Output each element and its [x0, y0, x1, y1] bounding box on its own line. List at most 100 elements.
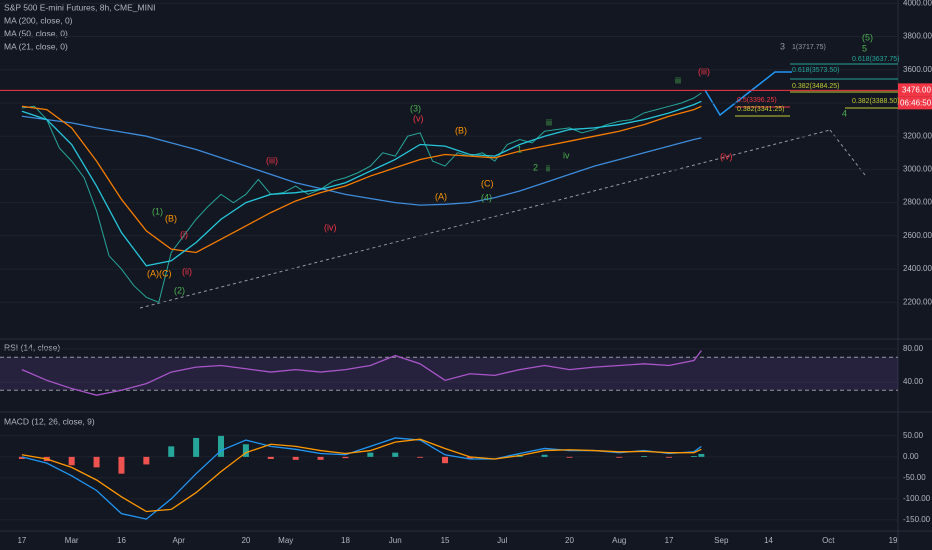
histogram-bar	[466, 456, 473, 459]
y-tick-label: 50.00	[903, 431, 924, 440]
panel-title: RSI (14, close)	[4, 342, 60, 352]
annotation: iii	[546, 117, 552, 127]
x-tick-label: 18	[341, 536, 350, 545]
annotation: 0.618(3637.75)	[852, 56, 899, 63]
annotation: 3	[780, 41, 785, 51]
histogram-bar	[641, 456, 648, 457]
histogram-bar	[690, 456, 697, 457]
annotation: (B)	[455, 125, 467, 135]
histogram-bar	[417, 456, 424, 458]
annotation: (iii)	[698, 66, 710, 76]
y-tick-label: -150.00	[903, 515, 931, 524]
histogram-bar	[566, 456, 573, 458]
series-line	[21, 100, 702, 267]
annotation: (i)	[180, 229, 188, 239]
histogram-bar	[342, 456, 349, 459]
annotation: 0.382(3484.25)	[792, 83, 839, 90]
histogram-bar	[218, 435, 225, 457]
x-tick-label: Jun	[389, 536, 402, 545]
x-tick-label: 17	[17, 536, 26, 545]
y-tick-label: 2600.00	[903, 231, 932, 240]
x-tick-label: Oct	[822, 536, 835, 545]
x-tick-label: 19	[889, 536, 898, 545]
histogram-bar	[698, 453, 705, 457]
y-tick-label: 4000.00	[903, 0, 932, 7]
annotation: 1	[517, 144, 522, 154]
y-tick-label: -100.00	[903, 494, 931, 503]
series-line	[21, 438, 702, 513]
histogram-bar	[18, 456, 25, 459]
histogram-bar	[267, 456, 274, 459]
y-tick-label: 0.00	[903, 452, 919, 461]
histogram-bar	[392, 452, 399, 457]
annotation: 0.618(3573.50)	[792, 67, 839, 74]
annotation: ii	[546, 163, 550, 173]
x-tick-label: May	[278, 536, 293, 545]
legend-entry: MA (50, close, 0)	[4, 28, 68, 38]
histogram-bar	[666, 456, 673, 458]
histogram-bar	[317, 456, 324, 460]
annotation: 0.5(3396.25)	[737, 97, 777, 104]
y-tick-label: 2800.00	[903, 198, 932, 207]
histogram-bar	[616, 456, 623, 458]
series-line	[21, 115, 702, 206]
annotation: (4)	[481, 192, 492, 202]
annotation: (1)	[152, 206, 163, 216]
annotation: 4	[842, 108, 847, 118]
annotation: (C)	[481, 178, 494, 188]
legend-entry: MA (21, close, 0)	[4, 41, 68, 51]
histogram-bar	[442, 456, 449, 464]
histogram-bar	[541, 454, 548, 457]
price-label-box	[898, 83, 932, 97]
y-tick-label: 3000.00	[903, 165, 932, 174]
y-tick-label: 40.00	[903, 377, 924, 386]
x-tick-label: 20	[565, 536, 574, 545]
price-line	[21, 92, 702, 303]
legend-entry: MA (200, close, 0)	[4, 15, 73, 25]
y-tick-label: 3800.00	[903, 32, 932, 41]
annotation: (ii)	[182, 266, 192, 276]
x-tick-label: Jul	[497, 536, 507, 545]
annotation: (A)(C)	[147, 268, 172, 278]
histogram-bar	[242, 444, 249, 457]
histogram-bar	[118, 456, 125, 474]
annotation: (iii)	[266, 155, 278, 165]
x-tick-label: Sep	[714, 536, 729, 545]
price-label: 3476.00	[902, 85, 931, 94]
countdown-box	[898, 96, 932, 110]
histogram-bar	[367, 452, 374, 457]
annotation: 0.382(3341.25)	[737, 106, 784, 113]
annotation: 2	[533, 162, 538, 172]
annotation: (A)	[435, 191, 447, 201]
countdown: 06:46:50	[900, 98, 932, 107]
histogram-bar	[143, 456, 150, 465]
y-tick-label: -50.00	[903, 473, 926, 482]
histogram-bar	[93, 456, 100, 468]
annotation: (iv)	[324, 222, 337, 232]
annotation: (iv)	[720, 151, 733, 161]
histogram-bar	[68, 456, 75, 466]
annotation: (v)	[413, 113, 424, 123]
y-tick-label: 2200.00	[903, 297, 932, 306]
y-tick-label: 3600.00	[903, 65, 932, 74]
series-line	[21, 105, 702, 254]
trendline	[139, 129, 831, 309]
x-tick-label: Aug	[612, 536, 626, 545]
annotation: iv	[563, 150, 570, 160]
annotation: (3)	[410, 103, 421, 113]
histogram-bar	[168, 446, 175, 457]
x-tick-label: 14	[764, 536, 773, 545]
x-tick-label: Mar	[65, 536, 79, 545]
y-tick-label: 3200.00	[903, 131, 932, 140]
annotation: (5)	[862, 32, 873, 42]
rsi-band	[0, 357, 898, 391]
annotation: 0.382(3388.50)	[852, 98, 899, 105]
x-tick-label: 16	[117, 536, 126, 545]
annotation: (B)	[165, 213, 177, 223]
x-tick-label: 20	[241, 536, 250, 545]
annotation: 5	[862, 43, 867, 53]
histogram-bar	[193, 437, 200, 457]
series-line	[21, 350, 702, 396]
chart-title: S&P 500 E-mini Futures, 8h, CME_MINI	[4, 2, 155, 12]
